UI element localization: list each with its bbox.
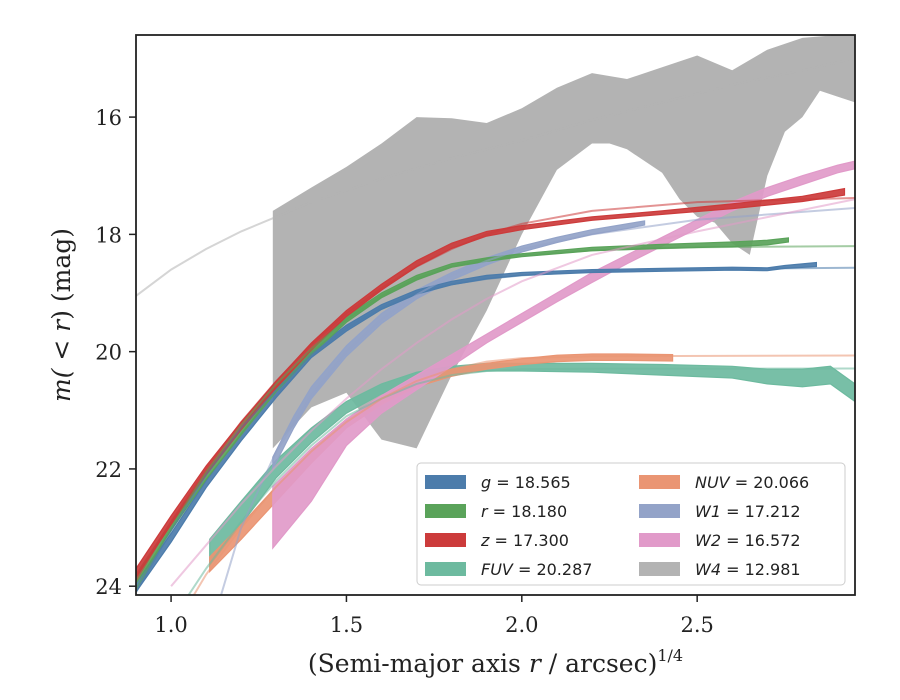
y-tick-label: 18 — [95, 223, 122, 247]
y-tick-label: 16 — [95, 106, 122, 130]
y-axis-label-pre: m( — [47, 367, 76, 402]
legend-label-r: r = 18.180 — [481, 502, 567, 521]
x-axis-label-exponent: 1/4 — [657, 646, 683, 665]
legend-swatch-w4 — [639, 562, 680, 576]
legend-swatch-g — [425, 475, 466, 489]
legend-label-w4: W4 = 12.981 — [695, 560, 801, 579]
x-axis-label-main: (Semi-major axis — [308, 649, 521, 678]
x-axis-label-var: r — [529, 649, 543, 678]
model-fuv — [187, 367, 855, 595]
y-tick-label: 24 — [95, 575, 122, 599]
plot-area — [136, 35, 855, 595]
model-nuv — [192, 354, 855, 595]
y-tick-label: 20 — [95, 341, 122, 365]
legend-swatch-z — [425, 533, 466, 547]
model-w1 — [220, 207, 855, 595]
legend-label-w1: W1 = 17.212 — [695, 502, 801, 521]
legend-label-z: z = 17.300 — [480, 531, 569, 550]
model-w2 — [170, 198, 855, 587]
legend-swatch-w1 — [639, 504, 680, 518]
model-r — [136, 245, 855, 590]
x-axis: 1.0 1.5 2.0 2.5 — [154, 595, 714, 637]
model-g — [136, 266, 855, 593]
legend-label-g: g = 18.565 — [481, 473, 571, 492]
legend-swatch-r — [425, 504, 466, 518]
model-z — [136, 197, 855, 581]
models-layer — [136, 57, 855, 595]
x-axis-label-tail: / arcsec) — [541, 649, 658, 678]
legend-swatch-fuv — [425, 562, 466, 576]
x-tick-label: 1.5 — [330, 613, 363, 637]
x-tick-label: 2.0 — [505, 613, 538, 637]
plot-frame — [135, 34, 856, 596]
model-w4 — [136, 57, 855, 297]
band-g — [136, 261, 818, 594]
x-tick-label: 2.5 — [680, 613, 713, 637]
legend-swatch-nuv — [639, 475, 680, 489]
legend-label-nuv: NUV = 20.066 — [695, 473, 809, 492]
y-axis-label-post: ) (mag) — [47, 228, 76, 320]
legend: g = 18.565 r = 18.180 z = 17.300 FUV = 20.2… — [416, 462, 846, 586]
band-w4 — [272, 35, 855, 449]
legend-label-fuv: FUV = 20.287 — [481, 560, 592, 579]
band-w1 — [272, 220, 646, 470]
legend-swatch-w2 — [639, 533, 680, 547]
band-w2 — [272, 160, 855, 550]
legend-label-w2: W2 = 16.572 — [695, 531, 801, 550]
y-tick-label: 22 — [95, 458, 122, 482]
y-axis: 16 18 20 22 24 — [95, 106, 136, 599]
x-tick-label: 1.0 — [154, 613, 187, 637]
legend-frame — [416, 462, 846, 586]
x-axis-label: (Semi-major axis r / arcsec)1/4 — [308, 646, 683, 678]
band-fuv — [209, 362, 855, 568]
y-axis-label: m( < r) (mag) — [47, 228, 76, 402]
y-axis-label-mid: < r — [47, 318, 76, 369]
